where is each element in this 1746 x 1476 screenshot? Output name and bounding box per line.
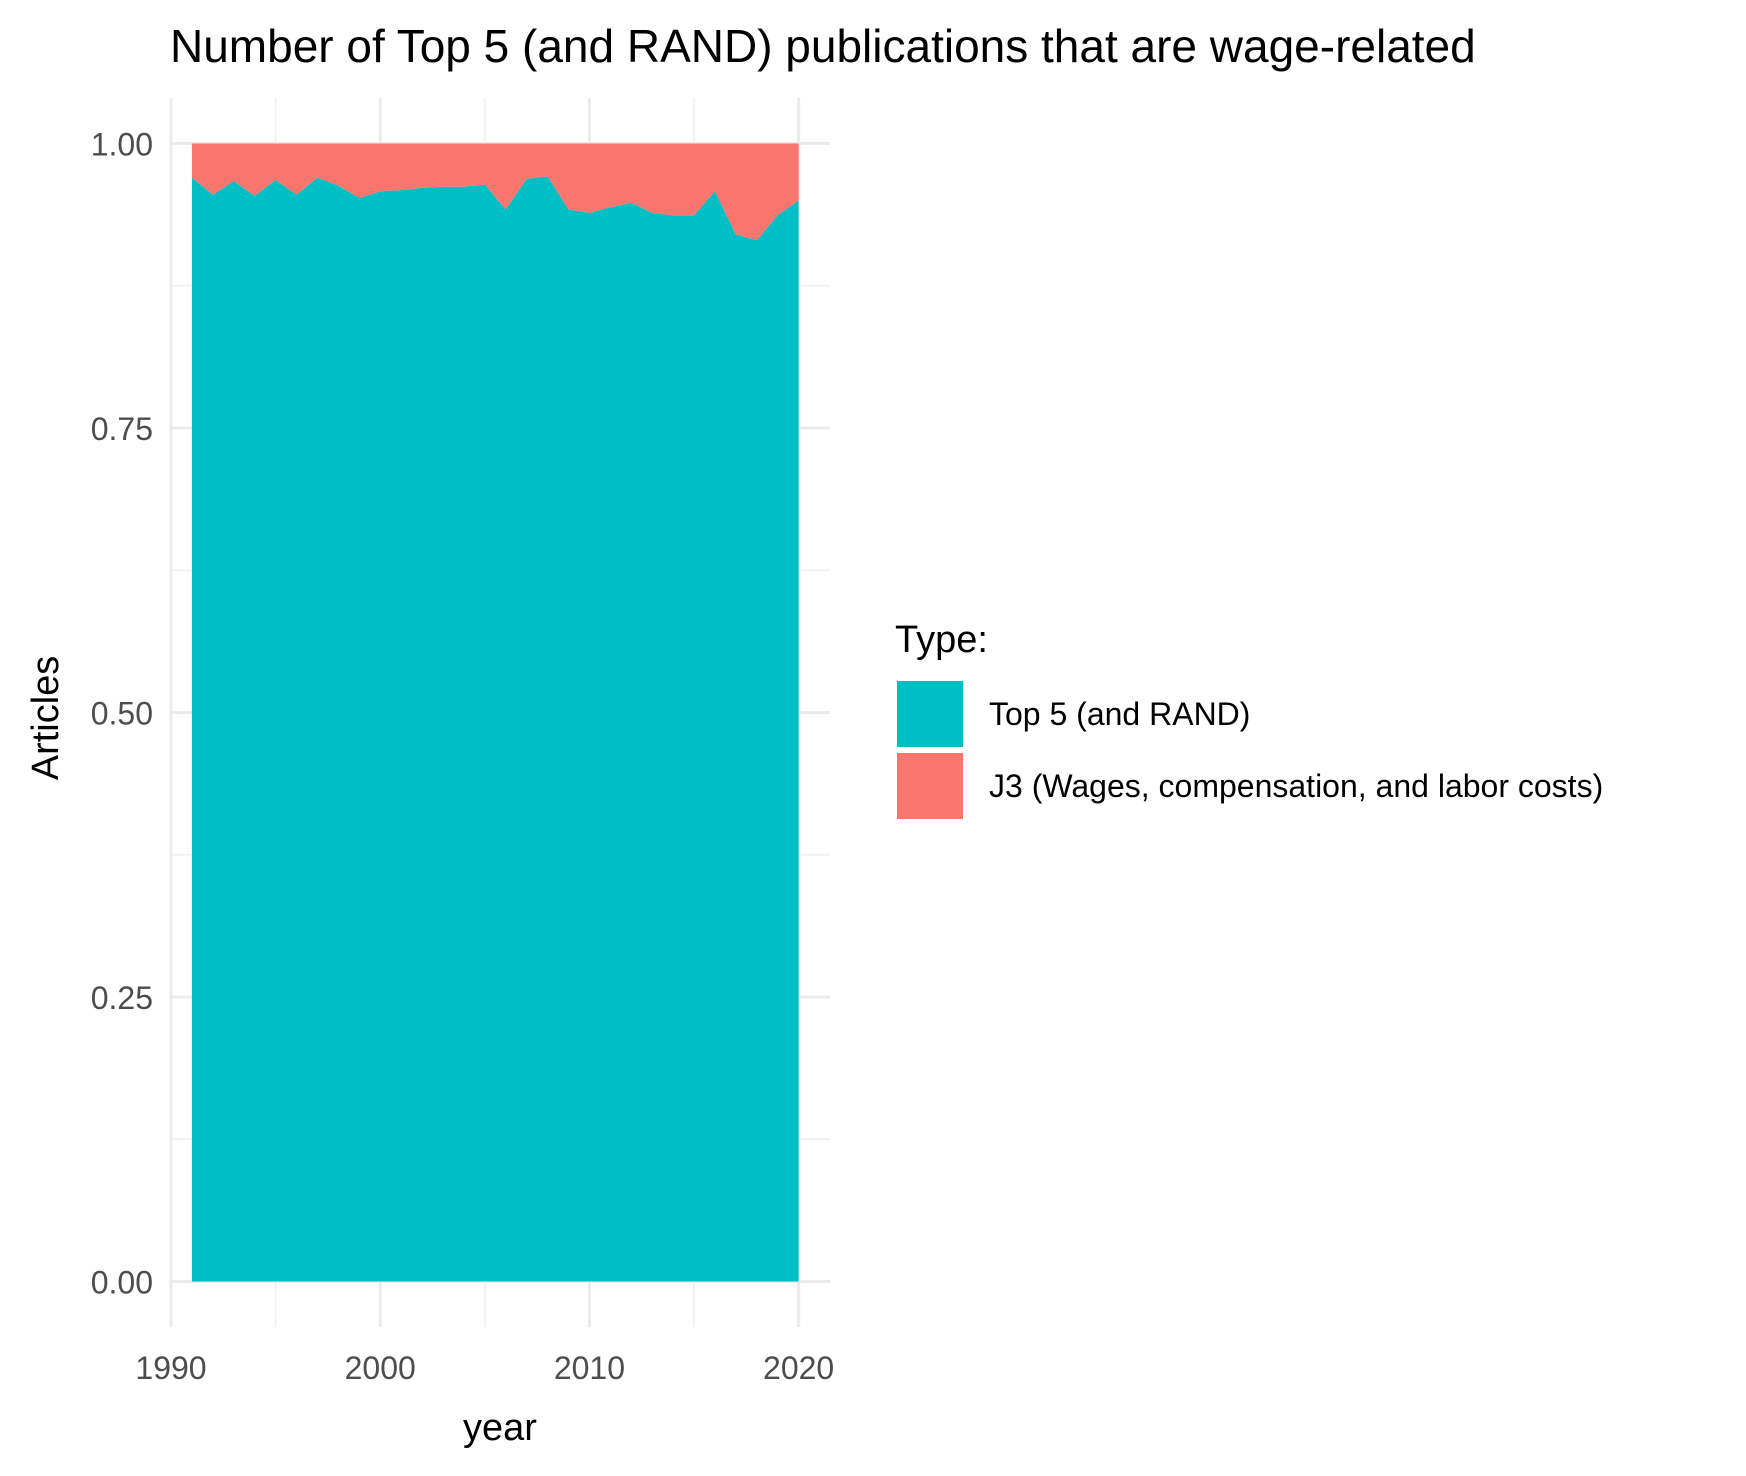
chart-title: Number of Top 5 (and RAND) publications … xyxy=(170,20,1476,72)
y-tick-label: 0.75 xyxy=(91,411,153,447)
y-tick-label: 0.00 xyxy=(91,1264,153,1300)
y-axis-title: Articles xyxy=(25,656,67,781)
x-axis-title: year xyxy=(463,1407,537,1449)
series-area-top5-rand xyxy=(191,176,799,1282)
legend-title: Type: xyxy=(895,619,988,661)
legend-key xyxy=(897,681,963,747)
legend: Type: Top 5 (and RAND) J3 (Wages, compens… xyxy=(895,619,1603,819)
x-tick-label: 2000 xyxy=(345,1350,416,1386)
legend-items: Top 5 (and RAND) J3 (Wages, compensation,… xyxy=(897,681,1603,819)
legend-label: Top 5 (and RAND) xyxy=(989,696,1250,732)
area-layer xyxy=(191,143,799,1282)
tick-layer: 0.00 0.25 0.50 0.75 1.00 1990 2000 2010 2020 xyxy=(91,127,834,1386)
series-area-j3-wages xyxy=(191,143,799,241)
y-tick-label: 0.25 xyxy=(91,980,153,1016)
y-tick-label: 1.00 xyxy=(91,127,153,163)
x-tick-label: 1990 xyxy=(135,1350,206,1386)
x-tick-label: 2010 xyxy=(554,1350,625,1386)
y-tick-label: 0.50 xyxy=(91,696,153,732)
legend-label: J3 (Wages, compensation, and labor costs… xyxy=(989,768,1603,804)
legend-key xyxy=(897,753,963,819)
x-tick-label: 2020 xyxy=(763,1350,834,1386)
